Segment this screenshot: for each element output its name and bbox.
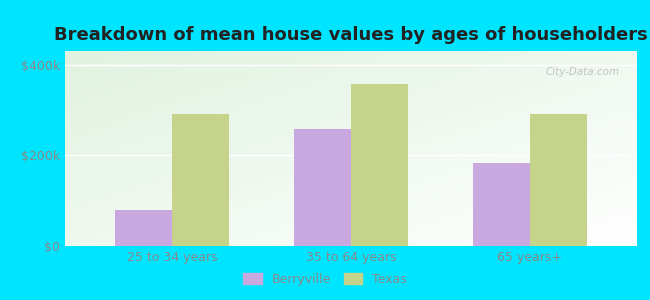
Legend: Berryville, Texas: Berryville, Texas <box>238 268 412 291</box>
Text: City-Data.com: City-Data.com <box>546 67 620 76</box>
Bar <box>530 115 587 246</box>
Title: Breakdown of mean house values by ages of householders: Breakdown of mean house values by ages o… <box>54 26 648 44</box>
Bar <box>115 210 172 246</box>
Bar <box>294 129 351 246</box>
Bar <box>172 115 229 246</box>
Bar <box>351 84 408 246</box>
Bar <box>473 164 530 246</box>
